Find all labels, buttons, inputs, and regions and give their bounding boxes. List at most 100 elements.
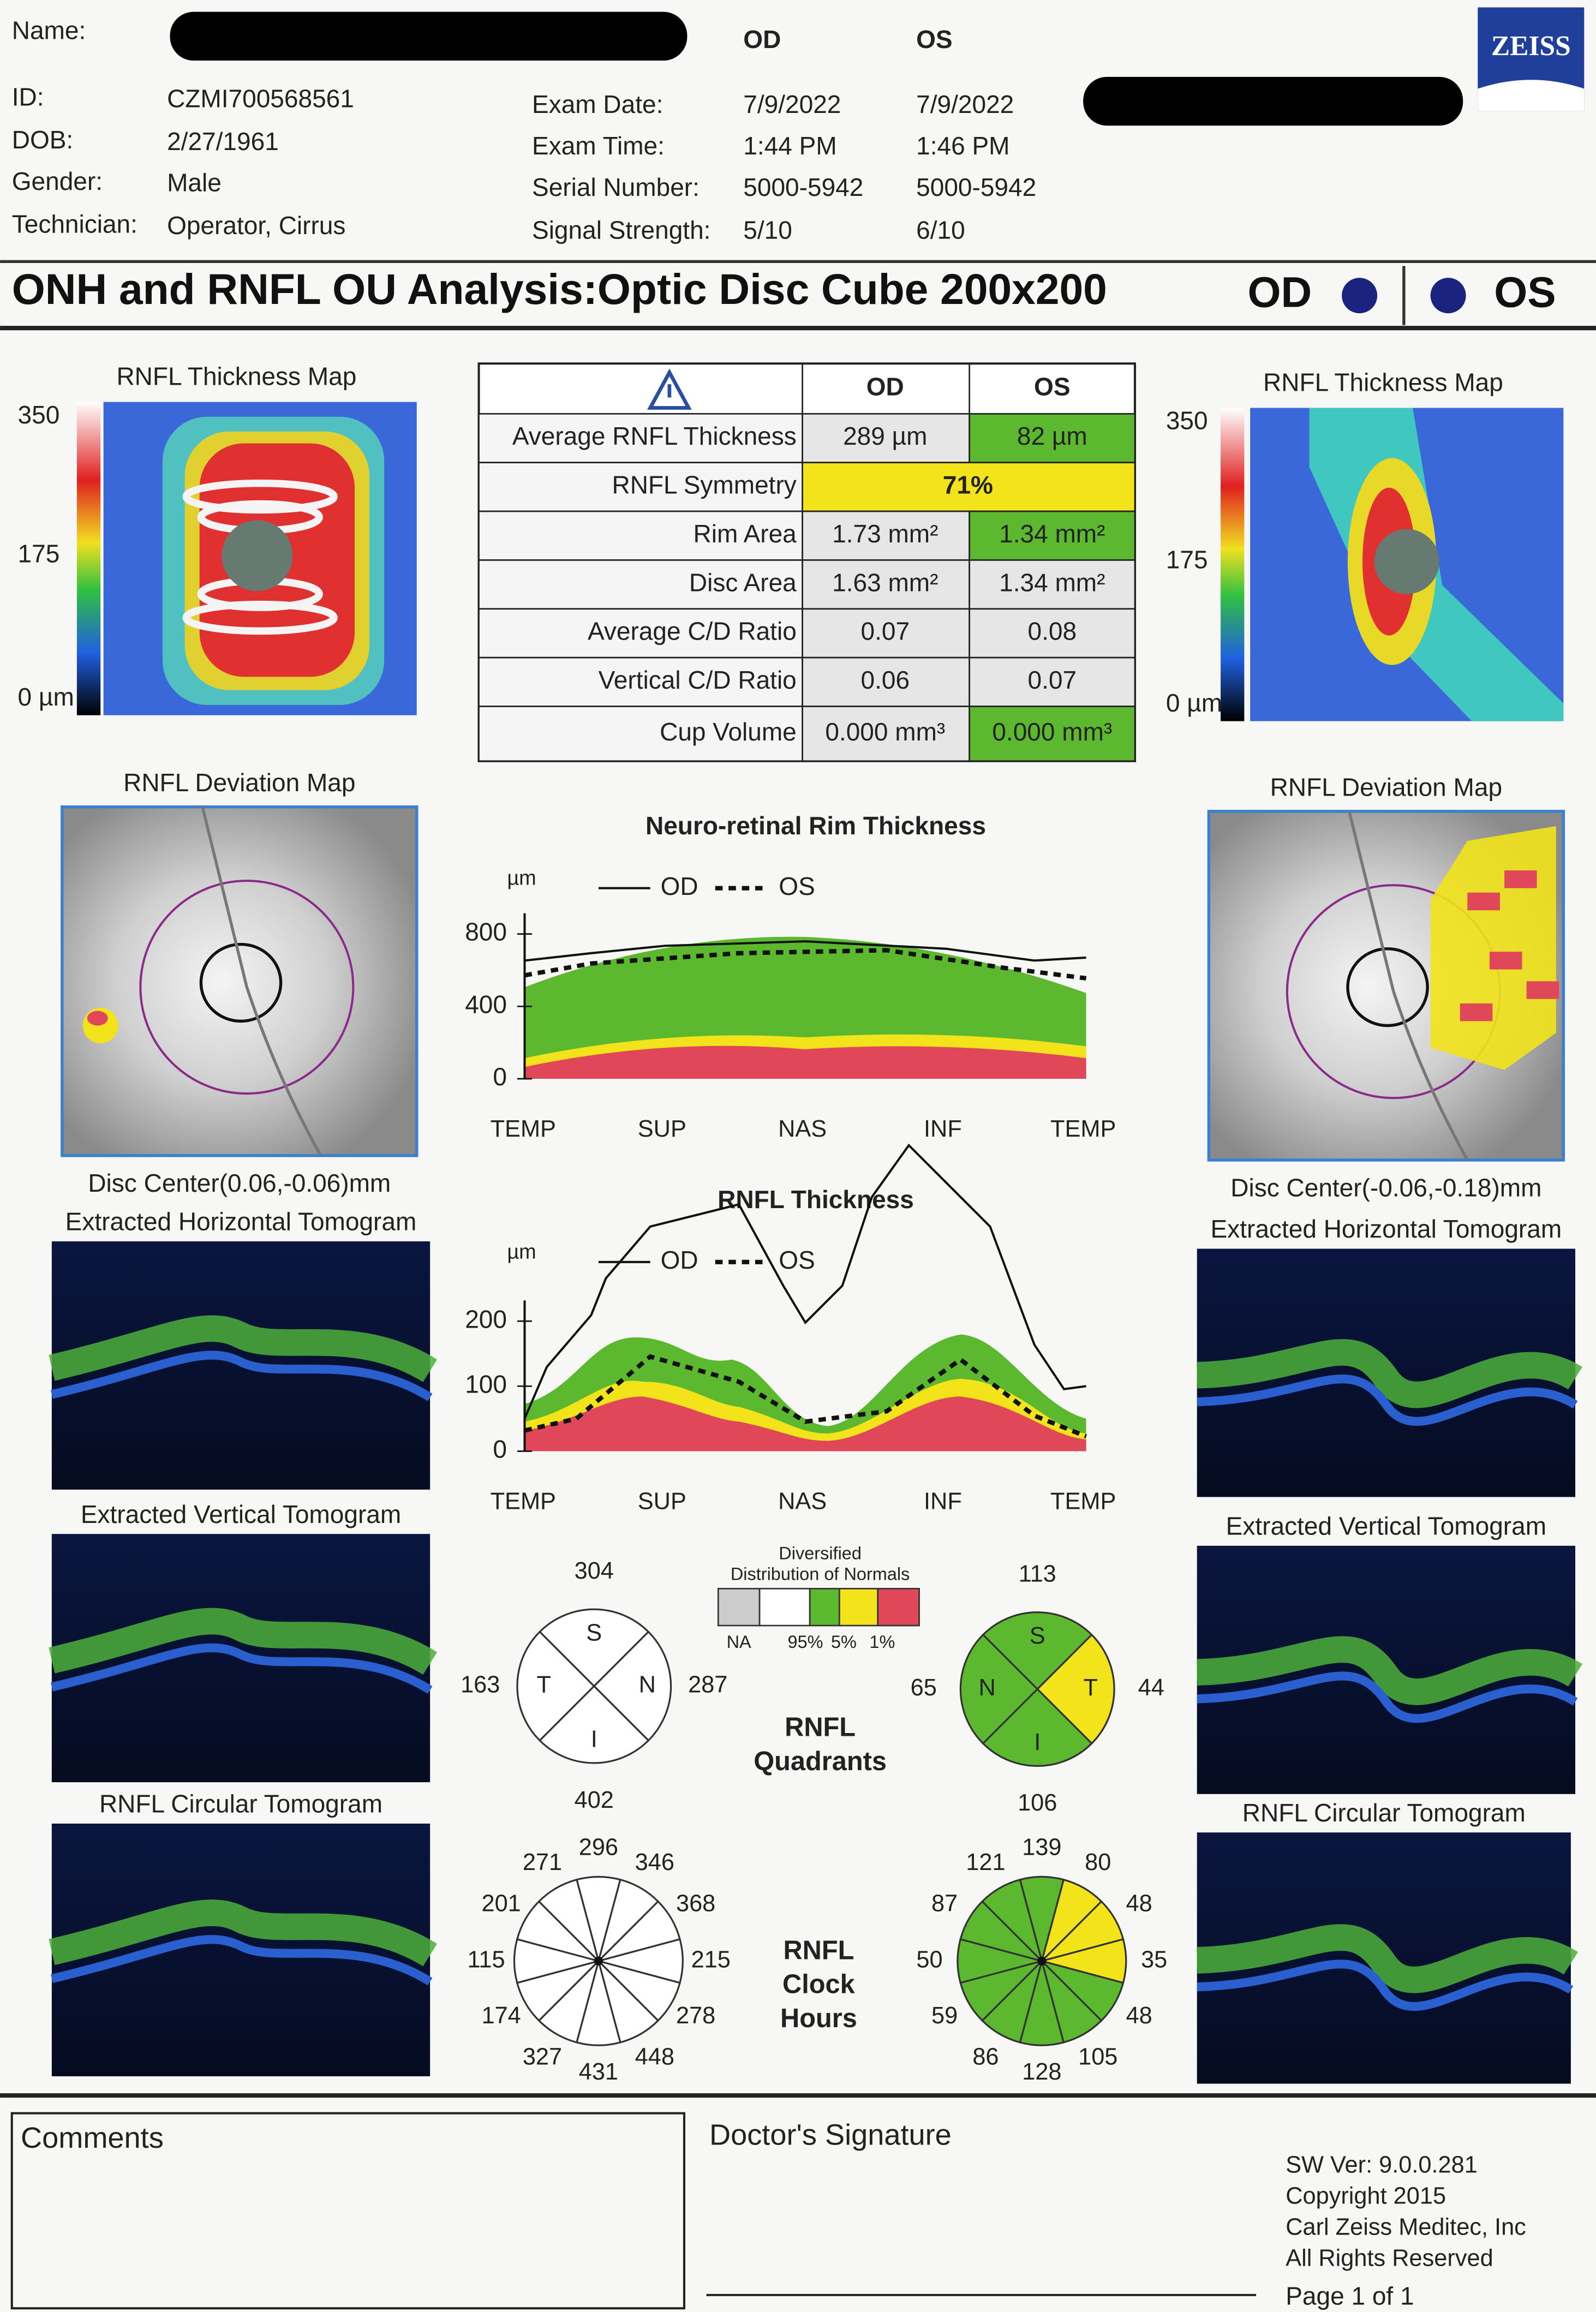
quadrant-value: 304 bbox=[575, 1558, 614, 1584]
map-ring bbox=[182, 600, 338, 635]
column-header: OD bbox=[866, 372, 904, 401]
quadrant-sector bbox=[538, 1684, 650, 1764]
x-label: NAS bbox=[778, 1116, 827, 1142]
scale-label: 0 µm bbox=[18, 683, 74, 711]
table-cell bbox=[802, 706, 971, 762]
retina-layer bbox=[50, 1935, 433, 1986]
page-number: Page 1 of 1 bbox=[1286, 2281, 1414, 2310]
legend-label: 95% bbox=[788, 1632, 823, 1652]
table-cell bbox=[478, 706, 803, 762]
field-label: Exam Date: bbox=[532, 90, 663, 118]
clock-value: 48 bbox=[1126, 2003, 1152, 2029]
disc-center: Disc Center(-0.06,-0.18)mm bbox=[1230, 1173, 1541, 1202]
software-info: Carl Zeiss Meditec, Inc bbox=[1286, 2214, 1526, 2240]
table-cell bbox=[478, 608, 803, 659]
quadrant-letter: N bbox=[639, 1672, 656, 1698]
field-label: Exam Time: bbox=[532, 132, 665, 160]
table-cell bbox=[478, 413, 803, 464]
logo-wave bbox=[1478, 80, 1585, 111]
clock-value: 448 bbox=[635, 2044, 674, 2070]
legend-label: NA bbox=[727, 1632, 751, 1652]
row-label: Disc Area bbox=[689, 568, 797, 596]
x-label: TEMP bbox=[491, 1489, 556, 1515]
clock-value: 139 bbox=[1022, 1834, 1061, 1860]
cell-value: 0.000 mm³ bbox=[992, 718, 1112, 746]
x-label: SUP bbox=[638, 1489, 686, 1515]
eye-dot bbox=[1342, 278, 1378, 314]
eye-label: OD bbox=[743, 25, 781, 53]
deviation-map bbox=[61, 805, 419, 1157]
table-cell bbox=[802, 510, 971, 561]
table-cell bbox=[802, 608, 971, 659]
clock-value: 431 bbox=[579, 2059, 618, 2085]
section-label: RNFL bbox=[783, 1935, 854, 1965]
quadrant-sector bbox=[982, 1611, 1093, 1690]
quadrant-letter: S bbox=[1030, 1623, 1045, 1649]
field-label: ID: bbox=[12, 83, 44, 111]
eye-label: OS bbox=[916, 25, 953, 53]
cell-value: 0.06 bbox=[861, 666, 910, 694]
map-title: RNFL Thickness Map bbox=[116, 362, 356, 390]
legend-swatch bbox=[758, 1587, 811, 1627]
vessel bbox=[201, 806, 322, 1157]
x-label: NAS bbox=[778, 1489, 827, 1515]
table-cell bbox=[969, 608, 1136, 659]
redaction bbox=[1083, 76, 1463, 126]
row-label: Rim Area bbox=[694, 519, 797, 548]
disc-center: Disc Center(0.06,-0.06)mm bbox=[88, 1169, 391, 1197]
section-label: Quadrants bbox=[754, 1747, 887, 1776]
os-curve bbox=[524, 1354, 1087, 1439]
retina-band bbox=[1197, 1636, 1582, 1705]
quadrant-letter: T bbox=[1083, 1675, 1097, 1701]
scale-bar bbox=[1221, 408, 1245, 721]
legend-label: OD bbox=[661, 872, 698, 900]
map-title: RNFL Deviation Map bbox=[123, 768, 355, 797]
cell-value: 289 µm bbox=[843, 422, 927, 450]
clock-sector bbox=[981, 1878, 1044, 1964]
clock-value: 59 bbox=[931, 2003, 958, 2029]
map-ring bbox=[182, 479, 338, 514]
field-value: 2/27/1961 bbox=[167, 127, 279, 156]
signature-label: Doctor's Signature bbox=[709, 2118, 952, 2151]
row-label: RNFL Symmetry bbox=[612, 471, 796, 499]
legend-label: OS bbox=[779, 872, 815, 900]
retina-layer bbox=[50, 1643, 433, 1694]
quadrant-value: 106 bbox=[1018, 1790, 1057, 1816]
column-header: OS bbox=[1034, 372, 1071, 401]
eye-label: OD bbox=[1247, 268, 1312, 316]
norm-band bbox=[524, 1396, 1086, 1451]
legend-swatch bbox=[838, 1587, 879, 1627]
scale-label: 350 bbox=[1166, 407, 1208, 435]
field-value: 5000-5942 bbox=[743, 173, 863, 201]
field-label: Signal Strength: bbox=[532, 216, 710, 244]
legend-title: Diversified bbox=[779, 1544, 862, 1563]
retina-layer bbox=[50, 1351, 433, 1401]
clock-value: 35 bbox=[1141, 1946, 1167, 1973]
tomogram-title: RNFL Circular Tomogram bbox=[99, 1790, 382, 1818]
section-label: Clock bbox=[782, 1970, 856, 1999]
field-value: 7/9/2022 bbox=[743, 90, 841, 118]
tomogram-title: Extracted Vertical Tomogram bbox=[81, 1500, 401, 1528]
scale-label: 175 bbox=[1166, 545, 1208, 573]
optic-disc bbox=[222, 520, 293, 592]
table-cell bbox=[969, 510, 1136, 561]
clock-sector bbox=[537, 1878, 601, 1964]
table-cell bbox=[802, 656, 971, 707]
scale-label: 350 bbox=[18, 401, 60, 429]
quadrant-letter: S bbox=[586, 1620, 602, 1646]
clock-value: 86 bbox=[972, 2044, 999, 2070]
quadrant-value: 402 bbox=[575, 1787, 614, 1813]
map-title: RNFL Deviation Map bbox=[1270, 773, 1502, 801]
field-value: Male bbox=[167, 169, 222, 197]
clock-value: 174 bbox=[481, 2003, 521, 2029]
field-value: 5/10 bbox=[743, 216, 792, 244]
optic-disc bbox=[1374, 529, 1439, 594]
field-value: CZMI700568561 bbox=[167, 84, 354, 112]
od-curve bbox=[523, 1143, 1086, 1419]
software-info: Copyright 2015 bbox=[1286, 2183, 1446, 2209]
retina-layer bbox=[1197, 1671, 1578, 1723]
tomogram-title: Extracted Vertical Tomogram bbox=[1226, 1512, 1546, 1540]
clock-value: 105 bbox=[1078, 2044, 1117, 2070]
disc-outline bbox=[1346, 947, 1429, 1027]
retina-band bbox=[49, 1608, 438, 1675]
